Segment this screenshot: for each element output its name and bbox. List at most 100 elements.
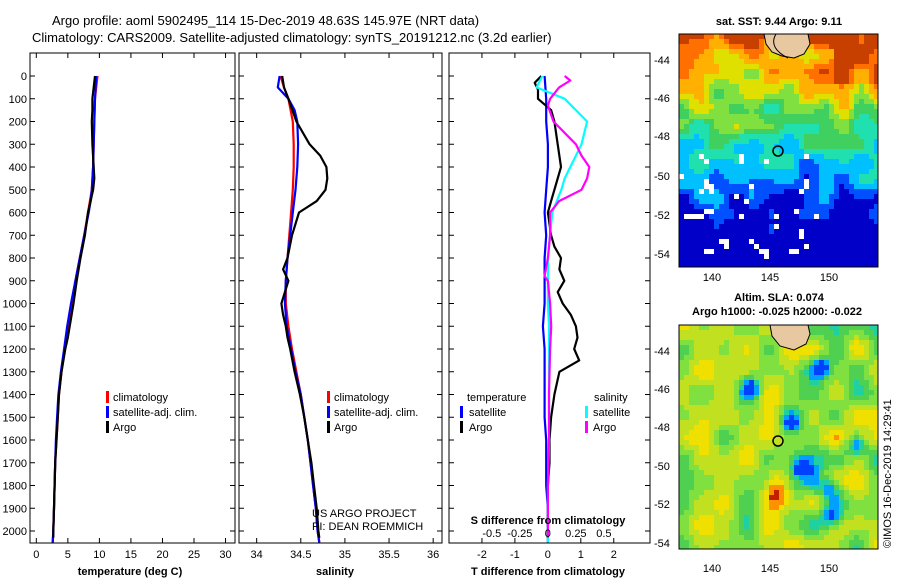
sla-cell <box>749 545 755 549</box>
sst-cell <box>729 89 735 95</box>
sst-cell <box>819 44 825 50</box>
sst-cell <box>779 64 785 70</box>
sst-cell <box>809 209 815 215</box>
sla-cell <box>854 510 860 516</box>
sla-cell <box>764 525 770 531</box>
sla-cell <box>779 515 785 521</box>
sla-cell <box>709 400 715 406</box>
sst-cell <box>699 89 705 95</box>
sla-cell <box>714 500 720 506</box>
sst-cell <box>759 199 765 205</box>
sla-cell <box>799 500 805 506</box>
sst-cell <box>819 179 825 185</box>
sla-cell <box>819 420 825 426</box>
sla-cell <box>739 375 745 381</box>
sst-cell <box>834 34 840 40</box>
sst-cell <box>814 209 820 215</box>
sst-cell <box>784 224 790 230</box>
sst-cell <box>799 214 805 220</box>
sla-cell <box>699 515 705 521</box>
sla-cell <box>784 525 790 531</box>
sla-cell <box>684 470 690 476</box>
sla-cell <box>754 390 760 396</box>
sla-cell <box>764 400 770 406</box>
sst-cell <box>864 244 870 250</box>
sst-cell <box>759 264 765 267</box>
sst-cell <box>699 124 705 130</box>
sst-cell <box>729 104 735 110</box>
sst-cell <box>694 104 700 110</box>
sla-cell <box>744 515 750 521</box>
sla-cell <box>839 530 845 536</box>
sst-cell <box>844 124 850 130</box>
sla-cell <box>814 395 820 401</box>
sla-cell <box>769 495 775 501</box>
s-diff-tick-label: -0.25 <box>507 528 532 540</box>
sla-cell <box>719 350 725 356</box>
sst-cell <box>794 134 800 140</box>
sst-cell <box>784 174 790 180</box>
sla-cell <box>719 355 725 361</box>
sst-cell <box>874 144 878 150</box>
sst-cell <box>739 219 745 225</box>
sla-cell <box>719 490 725 496</box>
sst-cell <box>844 74 850 80</box>
sla-cell <box>684 395 690 401</box>
sla-cell <box>689 370 695 376</box>
sla-cell <box>814 425 820 431</box>
sst-cell <box>679 184 685 190</box>
sst-cell <box>834 119 840 125</box>
sla-cell <box>699 380 705 386</box>
sst-cell <box>754 204 760 210</box>
sla-cell <box>814 445 820 451</box>
sla-cell <box>784 445 790 451</box>
sla-cell <box>789 525 795 531</box>
sla-cell <box>769 515 775 521</box>
y-tick-label: 900 <box>9 276 27 288</box>
sst-cell <box>769 209 775 215</box>
sla-cell <box>724 535 730 541</box>
sst-cell <box>684 209 690 215</box>
sst-cell <box>764 139 770 145</box>
sla-cell <box>689 425 695 431</box>
sla-cell <box>799 445 805 451</box>
sst-cell <box>774 189 780 195</box>
sla-cell <box>699 540 705 546</box>
sla-cell <box>679 410 685 416</box>
sla-cell <box>694 350 700 356</box>
sla-cell <box>864 525 870 531</box>
sla-cell <box>684 485 690 491</box>
sla-cell <box>794 480 800 486</box>
sst-cell <box>729 224 735 230</box>
sla-cell <box>759 505 765 511</box>
x-tick-label: 0 <box>33 549 39 561</box>
sla-cell <box>849 460 855 466</box>
sla-cell <box>694 360 700 366</box>
sla-cell <box>874 475 878 481</box>
sst-cell <box>849 234 855 240</box>
sla-cell <box>689 330 695 336</box>
sst-cell <box>729 164 735 170</box>
sla-ytick: -52 <box>654 499 670 511</box>
sst-cell <box>874 134 878 140</box>
sla-cell <box>694 330 700 336</box>
sst-cell <box>834 199 840 205</box>
sst-cell <box>684 234 690 240</box>
sla-cell <box>754 490 760 496</box>
sst-cell <box>724 209 730 215</box>
sst-cell <box>749 189 755 195</box>
sla-cell <box>719 465 725 471</box>
sst-cell <box>739 189 745 195</box>
sst-cell <box>864 174 870 180</box>
sla-cell <box>744 520 750 526</box>
sst-cell <box>844 164 850 170</box>
sst-cell <box>704 194 710 200</box>
sla-cell <box>774 360 780 366</box>
sla-cell <box>704 380 710 386</box>
sst-cell <box>749 124 755 130</box>
sst-cell <box>834 84 840 90</box>
sst-cell <box>729 149 735 155</box>
sst-cell <box>849 164 855 170</box>
sla-cell <box>789 505 795 511</box>
sst-cell <box>774 209 780 215</box>
